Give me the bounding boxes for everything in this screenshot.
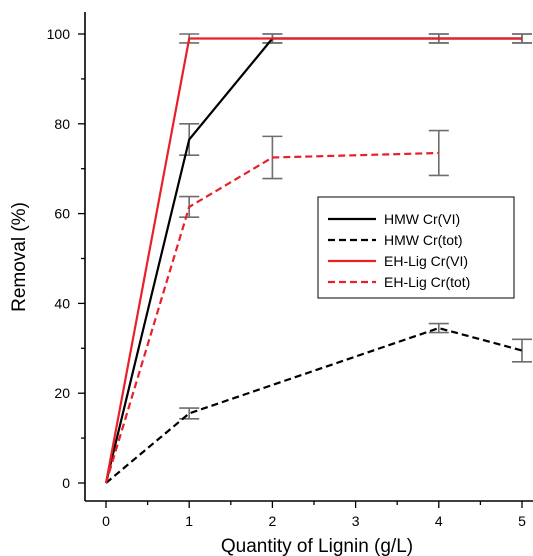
legend-label: EH-Lig Cr(VI)	[384, 253, 468, 269]
error-bar	[428, 322, 449, 334]
y-axis-title: Removal (%)	[9, 202, 30, 312]
x-tick-label: 4	[435, 513, 443, 529]
x-tick-label: 1	[185, 513, 193, 529]
series-line	[104, 37, 522, 484]
legend-label: HMW Cr(tot)	[384, 232, 463, 248]
x-tick-label: 3	[352, 513, 360, 529]
y-tick-label: 20	[54, 385, 70, 401]
y-tick-label: 100	[47, 26, 71, 42]
x-axis-title: Quantity of Lignin (g/L)	[221, 536, 413, 556]
legend: HMW Cr(VI) HMW Cr(tot) EH-Lig Cr(VI) EH-Lig…	[317, 196, 515, 299]
y-tick-label: 0	[62, 475, 70, 491]
series-line	[105, 326, 523, 484]
error-bar	[512, 338, 532, 363]
legend-label: HMW Cr(VI)	[384, 211, 460, 227]
y-tick-label: 40	[54, 295, 70, 311]
x-ticks: 0 1 2 3 4 5	[102, 501, 526, 529]
series-lines	[104, 37, 523, 484]
series-line	[104, 151, 439, 484]
error-bar	[179, 407, 200, 420]
legend-label: EH-Lig Cr(tot)	[384, 274, 470, 290]
y-ticks: 0 20 40 60 80 100	[47, 26, 85, 491]
x-tick-label: 5	[518, 513, 526, 529]
x-tick-label: 0	[102, 513, 110, 529]
y-tick-label: 60	[54, 206, 70, 222]
error-bar	[428, 129, 449, 177]
y-tick-label: 80	[54, 116, 70, 132]
x-tick-label: 2	[269, 513, 277, 529]
